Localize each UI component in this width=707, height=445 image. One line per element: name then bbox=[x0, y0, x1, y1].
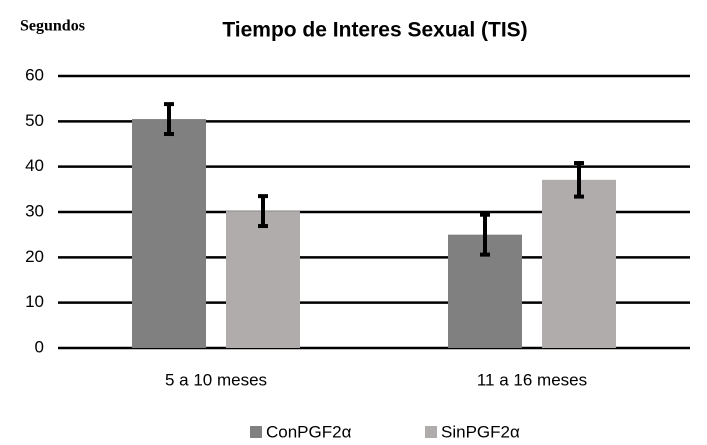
error-bar bbox=[574, 161, 584, 199]
legend-label: ConPGF2α bbox=[266, 422, 352, 441]
y-tick-label: 10 bbox=[25, 292, 44, 311]
x-tick-label: 5 a 10 meses bbox=[165, 370, 267, 389]
error-bar bbox=[164, 102, 174, 137]
y-tick-label: 40 bbox=[25, 156, 44, 175]
y-tick-label: 50 bbox=[25, 111, 44, 130]
chart-title: Tiempo de Interes Sexual (TIS) bbox=[222, 19, 527, 42]
error-bar bbox=[258, 194, 268, 229]
y-axis-label: Segundos bbox=[20, 18, 85, 35]
bar bbox=[132, 119, 206, 348]
legend-swatch bbox=[250, 426, 262, 438]
y-tick-label: 20 bbox=[25, 247, 44, 266]
y-tick-label: 0 bbox=[35, 337, 44, 356]
legend-swatch bbox=[425, 426, 437, 438]
y-tick-label: 60 bbox=[25, 65, 44, 84]
legend-label: SinPGF2α bbox=[441, 422, 520, 441]
bar bbox=[226, 211, 300, 348]
error-bar bbox=[480, 212, 490, 257]
y-tick-label: 30 bbox=[25, 201, 44, 220]
bar bbox=[542, 179, 616, 348]
x-tick-label: 11 a 16 meses bbox=[477, 370, 587, 389]
